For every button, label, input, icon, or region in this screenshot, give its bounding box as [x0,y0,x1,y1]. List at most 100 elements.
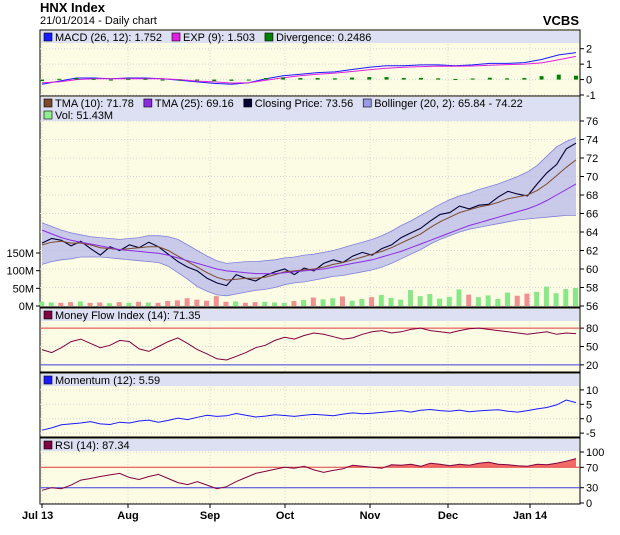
volume-tick-label-1: 100M [6,266,34,278]
rsi-overbought-fill [42,458,576,468]
price-ytick-label-0: 76 [586,116,598,128]
volume-bar [242,302,248,306]
price-tma-10-line [41,159,577,281]
x-tick-label-3: Oct [276,510,295,522]
macd-ytick-label-1: 1 [586,59,592,71]
macd-divergence-bar [246,79,251,81]
volume-bar [155,302,161,306]
source-label: VCBS [542,13,579,28]
x-tick-label-5: Dec [438,510,458,522]
volume-bar [466,294,472,306]
chart-title: HNX Index [40,0,106,15]
volume-bar [165,301,171,306]
macd-legend-label-2: Divergence: 0.2486 [276,32,371,44]
macd-divergence-bar [263,78,268,80]
macd-legend-swatch-2 [264,32,274,42]
momentum-legend-swatch-0 [43,375,53,385]
volume-bar [456,289,462,306]
volume-bar [417,296,423,306]
macd-divergence-bar [505,78,510,80]
macd-divergence-bar [91,78,96,80]
macd-divergence-bar [470,78,475,80]
volume-bar [77,301,83,306]
volume-bar [106,303,112,306]
macd-divergence-bar [574,75,578,80]
volume-bar [437,298,443,306]
volume-bar [223,301,229,306]
volume-bar [330,298,336,306]
bollinger-line [41,137,577,264]
rsi-legend-swatch-0 [43,440,53,450]
macd-legend-label-1: EXP (9): 1.503 [183,32,255,44]
macd-legend-swatch-1 [171,32,181,42]
price-ytick-label-5: 66 [586,209,598,221]
bollinger-line [41,215,576,297]
macd-macd-line [41,52,577,85]
volume-bar [495,298,501,306]
macd-divergence-bar [315,78,320,80]
volume-bar [475,297,481,306]
price-legend-swatch-0 [43,98,53,108]
volume-bar [281,302,287,306]
volume-bar [145,302,151,306]
x-tick-label-6: Jan 14 [513,510,548,522]
volume-bar [553,293,559,306]
volume-bar [184,298,190,306]
rsi-ytick-label-3: 0 [586,498,592,510]
macd-divergence-bar [298,78,303,80]
macd-divergence-bar [418,77,423,80]
macd-divergence-bar [487,77,492,80]
mfi-legend-band [41,309,579,321]
volume-bar [378,295,384,306]
macd-divergence-bar [126,78,131,80]
rsi-ytick-label-1: 70 [586,462,598,474]
macd-exp-line [41,55,577,84]
volume-bar [48,302,54,306]
macd-divergence-bar [40,79,44,82]
volume-bar [407,290,413,306]
volume-bar [301,299,307,306]
price-ytick-label-3: 70 [586,172,598,184]
volume-bar [543,286,549,306]
macd-legend-swatch-0 [43,32,53,42]
rsi-rsi-line [41,458,577,491]
volume-bar [233,301,239,306]
price-ytick-label-6: 64 [586,227,598,239]
price-ytick-label-1: 74 [586,135,598,147]
volume-bar [485,295,491,306]
macd-divergence-bar [436,78,441,80]
mfi-ytick-label-0: 80 [586,323,598,335]
macd-divergence-bar [108,79,113,81]
x-tick-label-4: Nov [360,510,382,522]
macd-divergence-bar [143,78,148,80]
volume-bar [291,301,297,306]
price-legend-label-4: Vol: 51.43M [55,110,113,122]
volume-bar [97,302,103,306]
mfi-mfi-line [41,327,577,361]
volume-tick-label-2: 50M [13,283,34,295]
macd-divergence-bar [74,78,79,80]
volume-bar [359,298,365,306]
macd-divergence-bar [556,74,561,80]
volume-bar [514,295,520,306]
chart-subtitle: 21/01/2014 - Daily chart [40,15,157,27]
x-tick-label-1: Aug [117,510,138,522]
momentum-ytick-label-3: -5 [586,428,596,440]
volume-bar [310,297,316,306]
volume-bar [174,300,180,306]
rsi-ytick-label-0: 100 [586,447,604,459]
momentum-ytick-label-2: 0 [586,414,592,426]
macd-divergence-bar [539,76,544,80]
momentum-ytick-label-1: 5 [586,399,592,411]
volume-bar [524,293,530,306]
macd-divergence-bar [453,78,458,80]
price-legend-swatch-2 [243,98,253,108]
volume-bar [194,299,200,306]
momentum-ytick-label-0: 10 [586,385,598,397]
macd-divergence-bar [57,78,62,80]
momentum-legend-label-0: Momentum (12): 5.59 [55,375,160,387]
volume-bar [573,287,578,306]
macd-divergence-bar [384,77,389,80]
macd-divergence-bar [212,79,217,82]
